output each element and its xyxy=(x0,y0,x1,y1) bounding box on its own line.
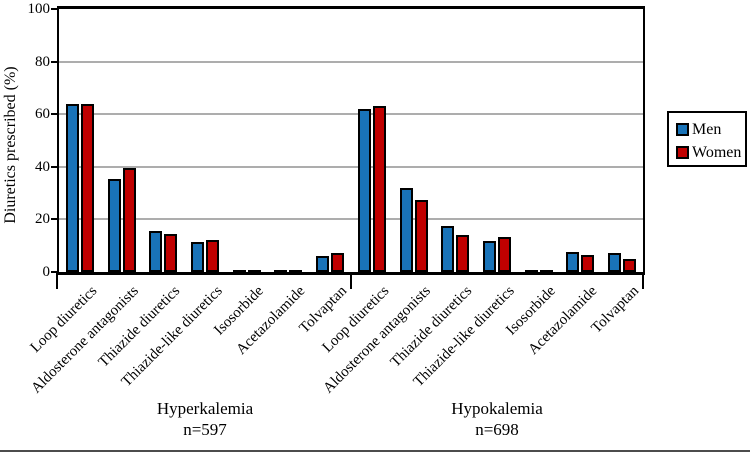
legend-item-women: Women xyxy=(676,141,745,164)
bar-pair-hypokalemia-2 xyxy=(441,226,470,272)
group-label-hyperkalemia: Hyperkalemia n=597 xyxy=(59,398,351,440)
bar-men-hypokalemia-5 xyxy=(566,252,580,272)
plot-area xyxy=(57,6,645,275)
bar-men-hyperkalemia-0 xyxy=(65,104,79,272)
bar-men-hypokalemia-2 xyxy=(441,226,455,272)
bar-pair-hyperkalemia-0 xyxy=(65,104,94,272)
gridline-80 xyxy=(59,60,643,63)
y-tick-mark-20 xyxy=(51,218,57,221)
bar-pair-hypokalemia-0 xyxy=(357,106,386,272)
bar-pair-hypokalemia-5 xyxy=(566,252,595,272)
gridline-60 xyxy=(59,113,643,116)
gridline-20 xyxy=(59,218,643,221)
bar-pair-hypokalemia-6 xyxy=(608,253,637,272)
bar-men-hypokalemia-3 xyxy=(483,241,496,272)
group-title-hypokalemia: Hypokalemia xyxy=(451,399,543,418)
group-axis-tick-0 xyxy=(56,272,58,289)
y-tick-label-60: 60 xyxy=(35,106,50,123)
bar-men-hyperkalemia-5 xyxy=(274,270,288,272)
y-tick-mark-40 xyxy=(51,165,57,168)
y-tick-label-100: 100 xyxy=(27,1,51,17)
bar-women-hyperkalemia-4 xyxy=(247,270,261,272)
y-tick-label-80: 80 xyxy=(35,53,50,70)
bar-men-hypokalemia-6 xyxy=(608,253,622,272)
bar-women-hypokalemia-5 xyxy=(581,255,595,272)
y-tick-mark-0 xyxy=(51,271,57,273)
bar-women-hyperkalemia-5 xyxy=(289,270,303,272)
bar-women-hyperkalemia-6 xyxy=(331,253,345,272)
bar-pair-hypokalemia-3 xyxy=(483,237,511,272)
bar-men-hypokalemia-1 xyxy=(399,188,413,272)
bar-men-hyperkalemia-6 xyxy=(316,256,330,272)
bar-men-hyperkalemia-3 xyxy=(191,242,204,272)
legend-label-men: Men xyxy=(692,120,722,138)
bar-pair-hyperkalemia-3 xyxy=(191,240,219,272)
legend-item-men: Men xyxy=(676,118,745,141)
y-tick-mark-60 xyxy=(51,113,57,116)
legend-swatch-women-icon xyxy=(676,146,689,159)
bar-women-hypokalemia-6 xyxy=(623,259,637,272)
group-n-hyperkalemia: n=597 xyxy=(183,420,227,439)
legend-box: Men Women xyxy=(667,111,747,167)
y-tick-mark-80 xyxy=(51,60,57,63)
group-axis-tick-2 xyxy=(642,272,644,289)
bar-men-hyperkalemia-1 xyxy=(107,179,121,272)
legend-label-women: Women xyxy=(692,143,742,161)
bar-women-hyperkalemia-1 xyxy=(122,168,136,272)
bar-women-hyperkalemia-2 xyxy=(164,234,178,272)
bar-women-hyperkalemia-0 xyxy=(80,104,94,272)
bar-pair-hyperkalemia-6 xyxy=(316,253,345,272)
bar-women-hypokalemia-0 xyxy=(372,106,386,272)
group-n-hypokalemia: n=698 xyxy=(475,420,519,439)
bar-pair-hypokalemia-1 xyxy=(399,188,428,272)
figure-bottom-rule xyxy=(0,450,750,452)
bar-pair-hyperkalemia-2 xyxy=(149,231,178,272)
y-tick-label-0: 0 xyxy=(42,264,51,280)
bar-pair-hyperkalemia-5 xyxy=(274,270,303,272)
bar-women-hypokalemia-3 xyxy=(498,237,511,272)
bar-pair-hypokalemia-4 xyxy=(524,270,553,272)
bar-women-hypokalemia-4 xyxy=(539,270,553,272)
bar-women-hyperkalemia-3 xyxy=(206,240,219,272)
y-tick-mark-100 xyxy=(51,8,57,10)
bar-pair-hyperkalemia-4 xyxy=(232,270,261,272)
group-title-hyperkalemia: Hyperkalemia xyxy=(156,399,254,418)
bar-women-hypokalemia-2 xyxy=(456,235,470,272)
y-tick-label-40: 40 xyxy=(35,158,50,175)
bar-men-hypokalemia-0 xyxy=(357,109,371,272)
group-axis-tick-1 xyxy=(350,272,352,289)
y-tick-label-20: 20 xyxy=(35,211,50,228)
bar-men-hyperkalemia-2 xyxy=(149,231,163,272)
bar-men-hyperkalemia-4 xyxy=(232,270,246,272)
gridline-40 xyxy=(59,165,643,168)
group-label-hypokalemia: Hypokalemia n=698 xyxy=(351,398,643,440)
bar-men-hypokalemia-4 xyxy=(524,270,538,272)
bar-pair-hyperkalemia-1 xyxy=(107,168,136,272)
legend-swatch-men-icon xyxy=(676,123,689,136)
bar-women-hypokalemia-1 xyxy=(414,200,428,272)
